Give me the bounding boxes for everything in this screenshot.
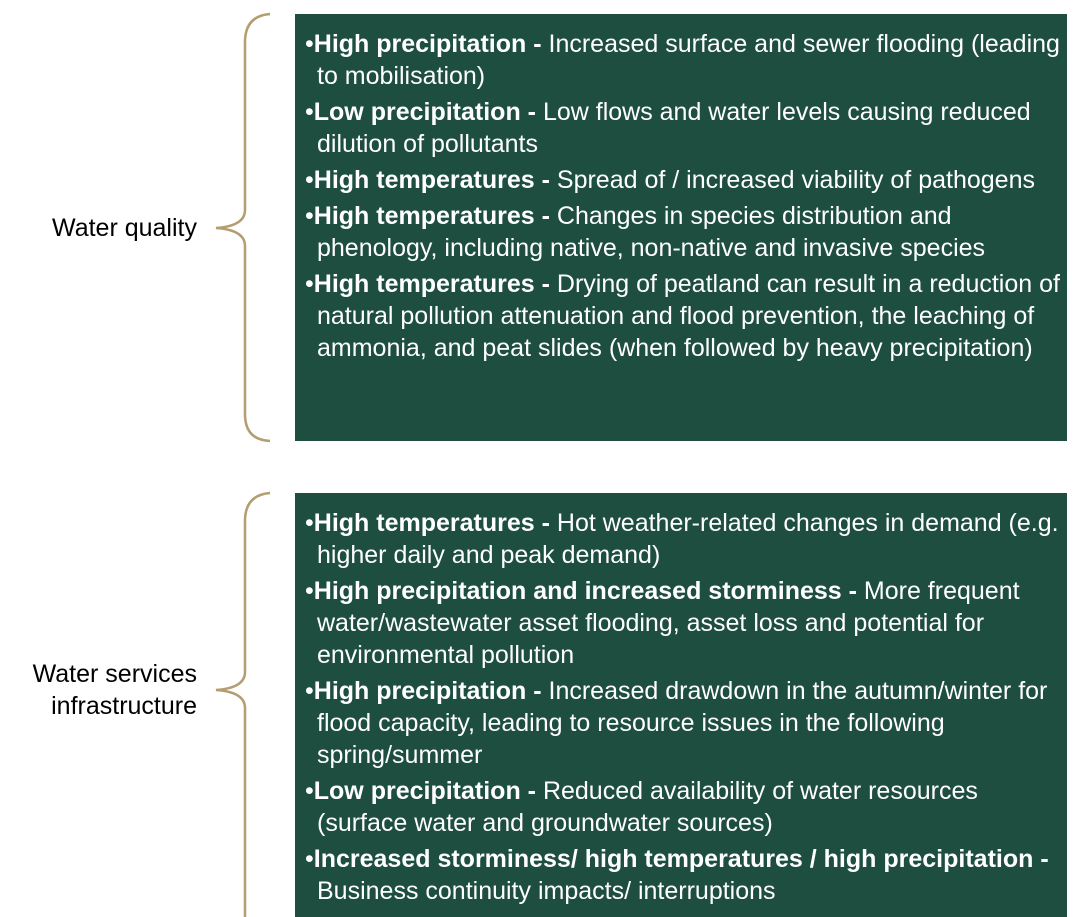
item: •Increased storminess/ high temperatures…	[305, 845, 1049, 905]
group-label: Water quality	[52, 212, 197, 244]
item-text: Increased surface and sewer flooding (le…	[317, 30, 1060, 90]
item: •High temperatures - Hot weather-related…	[305, 509, 1059, 569]
item: •High precipitation - Increased surface …	[305, 30, 1060, 90]
group-label: Water services infrastructure	[33, 658, 197, 722]
item-heading: High precipitation -	[313, 30, 542, 58]
item-heading: High temperatures -	[313, 270, 550, 298]
item-heading: Low precipitation -	[313, 98, 536, 126]
label-line: Water quality	[52, 214, 197, 242]
item: •High precipitation - Increased drawdown…	[305, 677, 1048, 769]
item-text: Drying of peatland can result in a reduc…	[317, 270, 1060, 362]
item-text: Hot weather-related changes in demand (e…	[317, 509, 1059, 569]
item-heading: High precipitation and increased stormin…	[313, 577, 857, 605]
label-line: Water services	[32, 660, 197, 688]
group-box: •High temperatures - Hot weather-related…	[295, 493, 1067, 917]
item-heading: Low precipitation -	[313, 777, 536, 805]
item: •High temperatures - Changes in species …	[305, 202, 986, 262]
group-box: •High precipitation - Increased surface …	[295, 14, 1067, 441]
item-text: Changes in species distribution and phen…	[317, 202, 986, 262]
item-heading: High temperatures -	[313, 166, 550, 194]
brace	[215, 12, 271, 443]
brace	[215, 491, 271, 917]
item-heading: High precipitation -	[313, 677, 542, 705]
item-text: Increased drawdown in the autumn/winter …	[317, 677, 1048, 769]
item: •High temperatures - Drying of peatland …	[305, 270, 1060, 362]
item-text: More frequent water/wastewater asset flo…	[317, 577, 1020, 669]
label-line: infrastructure	[51, 692, 197, 720]
item-heading: High temperatures -	[313, 509, 550, 537]
item-text: Low flows and water levels causing reduc…	[317, 98, 1031, 158]
item-heading: High temperatures -	[313, 202, 550, 230]
item-text: Reduced availability of water resources …	[317, 777, 978, 837]
item: •High precipitation and increased stormi…	[305, 577, 1020, 669]
item-text: Spread of / increased viability of patho…	[556, 166, 1035, 194]
item: •High temperatures - Spread of / increas…	[305, 166, 1035, 194]
item: •Low precipitation - Low flows and water…	[305, 98, 1031, 158]
item-heading: Increased storminess/ high temperatures …	[313, 845, 1049, 873]
item: •Low precipitation - Reduced availabilit…	[305, 777, 978, 837]
item-text: Business continuity impacts/ interruptio…	[317, 877, 776, 905]
